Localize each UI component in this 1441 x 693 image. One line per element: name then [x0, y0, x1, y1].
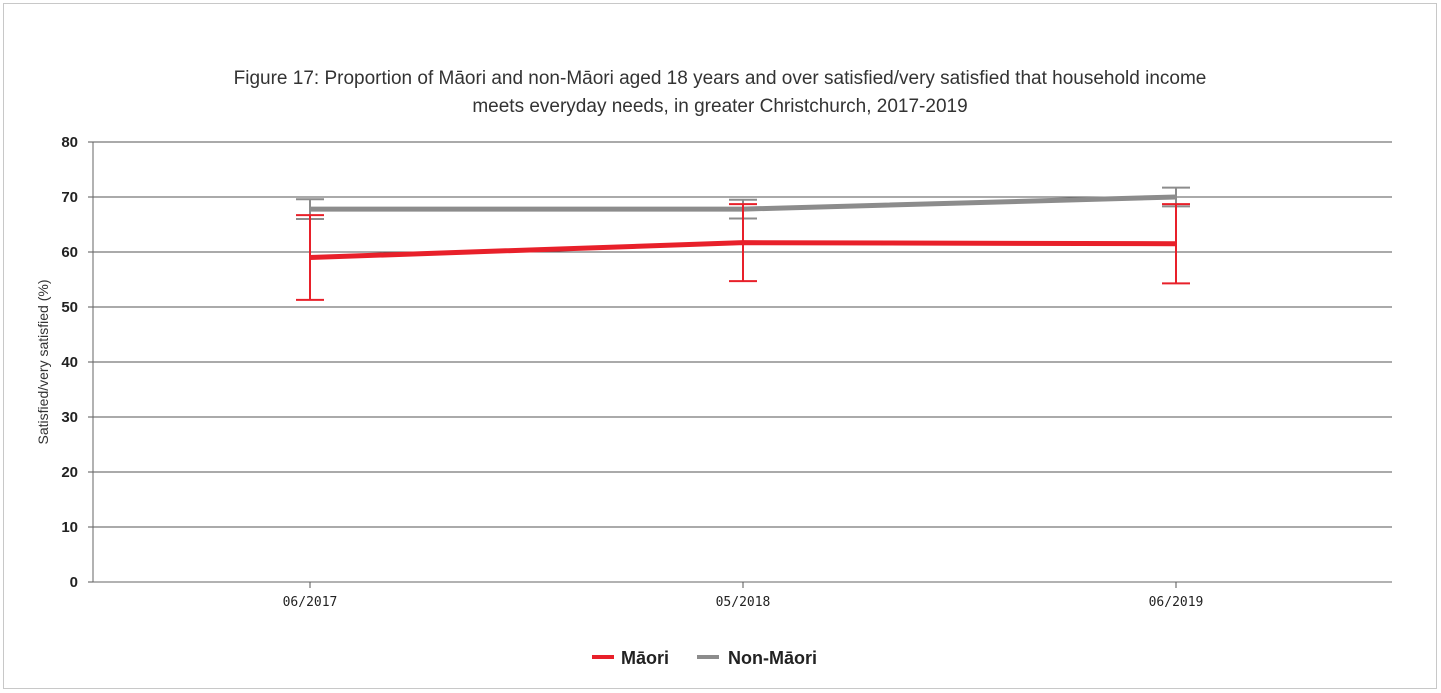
series-layer — [296, 186, 1190, 301]
y-axis-ticks: 0 10 20 30 40 50 60 70 80 — [61, 134, 78, 591]
x-tick-label: 06/2017 — [283, 595, 338, 610]
chart-title: Figure 17: Proportion of Māori and non-M… — [234, 68, 1207, 117]
y-tick-label: 40 — [61, 354, 78, 371]
chart-title-line-2: meets everyday needs, in greater Christc… — [472, 96, 967, 117]
legend-label: Non-Māori — [728, 648, 817, 668]
chart-title-line-1: Figure 17: Proportion of Māori and non-M… — [234, 68, 1207, 89]
y-axis-label: Satisfied/very satisfied (%) — [35, 280, 51, 445]
series-line-maori — [309, 240, 1177, 260]
y-tick-label: 60 — [61, 244, 78, 261]
y-tick-label: 80 — [61, 134, 78, 151]
x-axis-ticks: 06/2017 05/2018 06/2019 — [283, 582, 1204, 610]
chart-frame — [3, 3, 1437, 689]
y-tick-label: 30 — [61, 409, 78, 426]
legend-item-maori: Māori — [592, 648, 669, 668]
series-maori — [296, 203, 1190, 301]
y-tick-label: 70 — [61, 189, 78, 206]
y-tick-label: 0 — [70, 574, 78, 591]
legend-label: Māori — [621, 648, 669, 668]
legend-item-non-maori: Non-Māori — [697, 648, 817, 668]
y-tick-label: 20 — [61, 464, 78, 481]
y-tick-label: 50 — [61, 299, 78, 316]
x-tick-label: 06/2019 — [1149, 595, 1204, 610]
legend: Māori Non-Māori — [592, 648, 817, 668]
x-tick-label: 05/2018 — [716, 595, 771, 610]
y-tick-label: 10 — [61, 519, 78, 536]
